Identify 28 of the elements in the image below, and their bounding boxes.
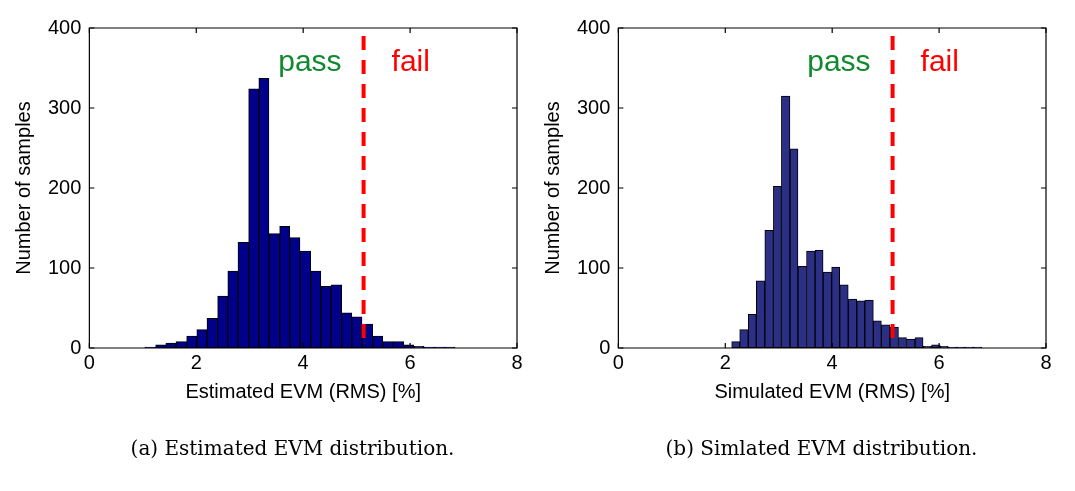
y-tick-label: 0: [70, 335, 82, 358]
annotation: fail: [391, 44, 430, 78]
annotation: pass: [278, 44, 342, 78]
x-tick-label: 6: [933, 350, 945, 373]
y-tick-label: 300: [576, 95, 611, 118]
y-tick-label: 200: [576, 175, 611, 198]
y-tick-label: 100: [576, 255, 611, 278]
text: (b) Simlated EVM distribution.: [664, 436, 979, 460]
x-axis-title: Simulated EVM (RMS) [%]: [714, 379, 950, 402]
x-axis-title: Estimated EVM (RMS) [%]: [185, 379, 421, 402]
y-tick-label: 100: [47, 255, 82, 278]
annotation: pass: [807, 44, 871, 78]
y-tick-label: 200: [47, 175, 82, 198]
x-tick-label: 8: [1040, 350, 1052, 373]
y-tick-label: 400: [47, 15, 82, 38]
text: (a) Estimated EVM distribution.: [129, 436, 456, 460]
annotation: fail: [920, 44, 959, 78]
x-tick-label: 6: [404, 350, 416, 373]
y-tick-label: 400: [576, 15, 611, 38]
y-tick-label: 300: [47, 95, 82, 118]
y-tick-label: 0: [599, 335, 611, 358]
x-tick-label: 8: [511, 350, 523, 373]
x-tick-label: 4: [826, 350, 838, 373]
x-tick-label: 4: [297, 350, 309, 373]
x-tick-label: 2: [190, 350, 202, 373]
y-axis-title: Number of samples: [11, 101, 34, 275]
x-tick-label: 2: [719, 350, 731, 373]
y-axis-title: Number of samples: [540, 101, 563, 275]
